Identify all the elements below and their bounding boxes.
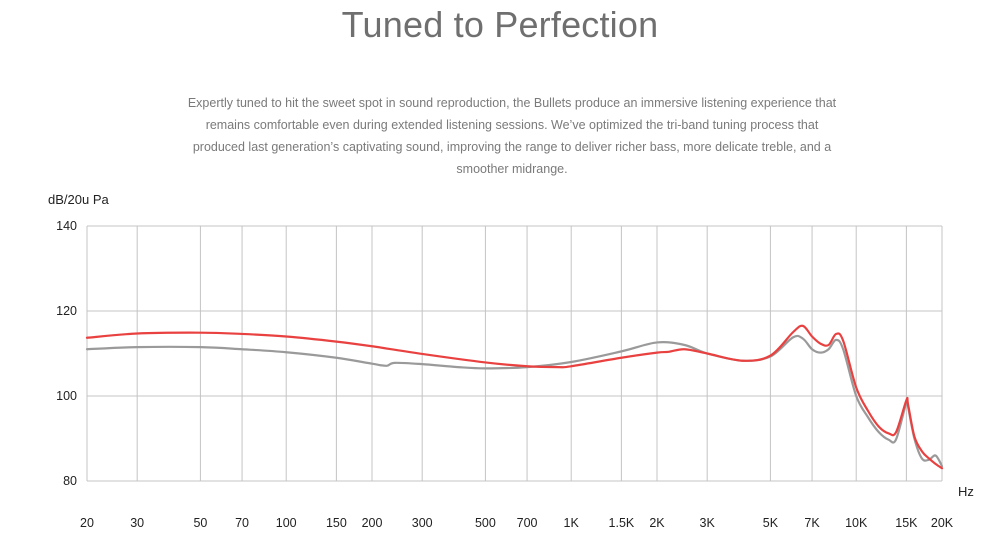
description-paragraph: Expertly tuned to hit the sweet spot in … <box>187 96 837 176</box>
x-tick-label: 700 <box>517 516 538 530</box>
x-tick-label: 300 <box>412 516 433 530</box>
x-tick-label: 5K <box>763 516 779 530</box>
x-tick-label: 50 <box>193 516 207 530</box>
series-lines <box>85 324 944 470</box>
series-line-red <box>85 324 944 470</box>
x-tick-label: 15K <box>895 516 918 530</box>
page-title: Tuned to Perfection <box>341 4 659 45</box>
y-tick-label: 100 <box>56 389 77 403</box>
grid-lines <box>86 225 943 482</box>
x-tick-label: 20K <box>931 516 954 530</box>
x-tick-label: 70 <box>235 516 249 530</box>
x-tick-label: 150 <box>326 516 347 530</box>
series-line-gray <box>85 334 944 468</box>
x-tick-label: 1K <box>564 516 580 530</box>
x-tick-label: 7K <box>804 516 820 530</box>
x-tick-label: 100 <box>276 516 297 530</box>
x-tick-label: 500 <box>475 516 496 530</box>
x-tick-label: 2K <box>649 516 665 530</box>
x-tick-label: 10K <box>845 516 868 530</box>
y-axis-label: dB/20u Pa <box>48 192 109 207</box>
y-tick-label: 80 <box>63 474 77 488</box>
x-tick-label: 1.5K <box>609 516 635 530</box>
x-tick-label: 3K <box>700 516 716 530</box>
x-tick-label: 200 <box>362 516 383 530</box>
x-tick-label: 30 <box>130 516 144 530</box>
x-tick-label: 20 <box>80 516 94 530</box>
tick-labels: 20 30 50 70 100 150 200 300 500 700 1K 1.5K 2K 3K 5K 7K… <box>56 219 954 530</box>
x-axis-label: Hz <box>958 484 974 499</box>
y-tick-label: 140 <box>56 219 77 233</box>
y-tick-label: 120 <box>56 304 77 318</box>
